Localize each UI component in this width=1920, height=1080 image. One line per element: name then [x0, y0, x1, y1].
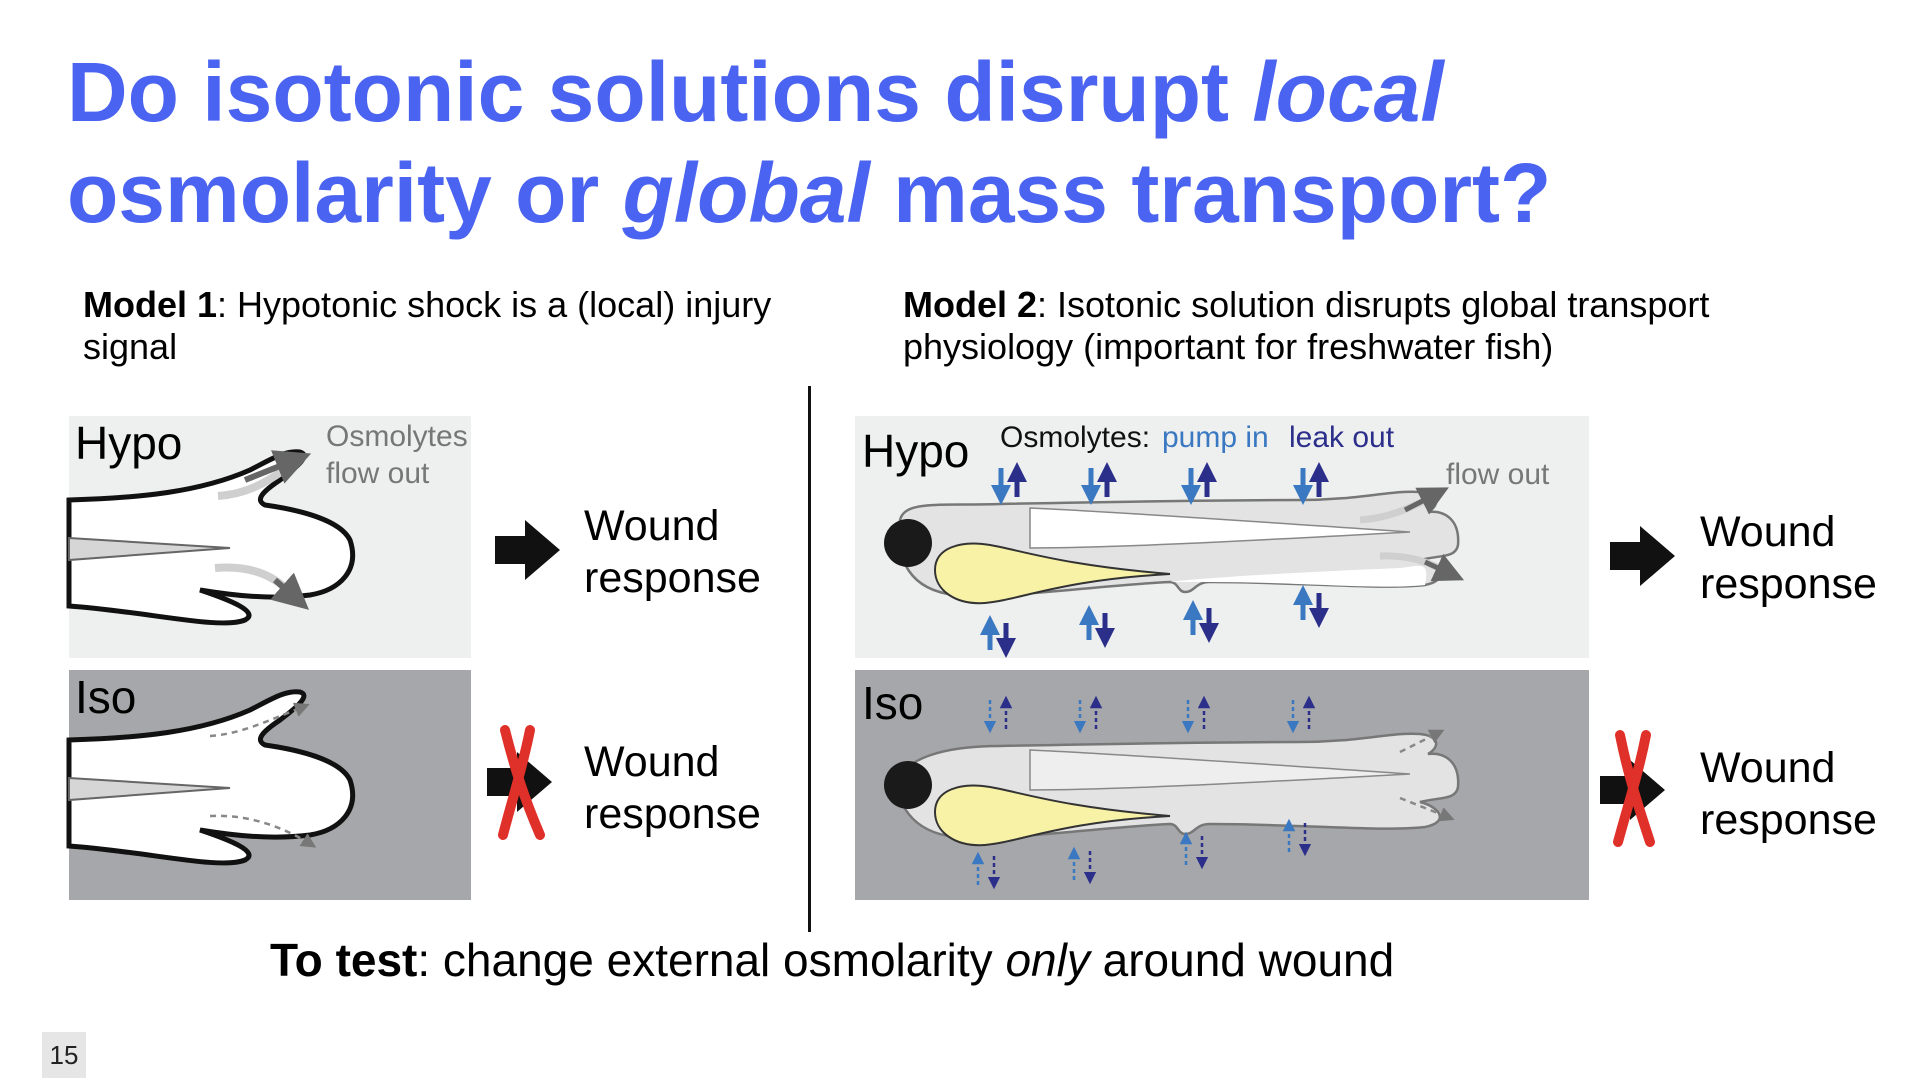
model2-hypo-wound-response: Wound response	[1700, 508, 1877, 608]
model1-hypo-label: Hypo	[75, 417, 183, 469]
title-line1: Do isotonic solutions disrupt local	[67, 45, 1444, 139]
osmolytes-label: Osmolytes:	[1000, 421, 1151, 454]
model2-hypo-exchange-arrows	[980, 462, 1329, 658]
model2-description: Model 2: Isotonic solution disrupts glob…	[903, 284, 1710, 367]
flow-out-note: flow out	[1446, 458, 1550, 491]
title-line2: osmolarity or global mass transport?	[67, 146, 1552, 240]
model1-hypo-arrow	[495, 520, 560, 580]
model2-hypo-fish	[884, 487, 1465, 605]
model1-hypo-fin	[66, 449, 356, 626]
page-number: 15	[42, 1032, 86, 1078]
model2-iso-arrow-blocked	[1600, 730, 1665, 847]
model2-hypo-label: Hypo	[862, 425, 970, 477]
model2-iso-exchange-arrows	[971, 695, 1316, 890]
model1-iso-wound-response: Wound response	[584, 738, 761, 838]
pump-in-label: pump in	[1162, 421, 1269, 454]
model1-iso-fin	[66, 689, 356, 866]
model2-iso-label: Iso	[862, 677, 924, 729]
vertical-divider	[808, 386, 811, 932]
slide-title: Do isotonic solutions disrupt local osmo…	[67, 42, 1867, 244]
model2-iso-wound-response: Wound response	[1700, 744, 1877, 844]
model1-iso-label: Iso	[75, 671, 137, 723]
model2-hypo-arrow	[1610, 526, 1675, 586]
model1-description: Model 1: Hypotonic shock is a (local) in…	[83, 284, 772, 367]
osmolytes-flow-out-note: Osmolytes flow out	[326, 420, 468, 490]
leak-out-label: leak out	[1289, 421, 1395, 454]
model1-iso-arrow-blocked	[487, 725, 552, 840]
model2-iso-fish	[884, 729, 1460, 847]
model1-hypo-wound-response: Wound response	[584, 502, 761, 602]
to-test-statement: To test: change external osmolarity only…	[270, 934, 1395, 986]
